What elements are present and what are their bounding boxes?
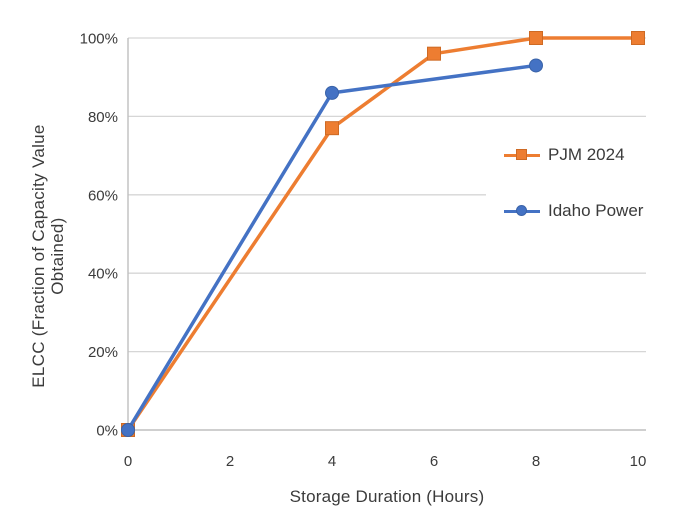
- y-tick-label-20%: 20%: [88, 344, 118, 361]
- data-point-pjm-2024-10h: [631, 31, 645, 45]
- data-point-idaho-power-4h: [325, 85, 339, 100]
- legend-item-pjm-2024: PJM 2024: [504, 145, 625, 165]
- x-tick-label-2: 2: [226, 453, 234, 470]
- data-point-pjm-2024-4h: [325, 121, 339, 136]
- series-line-pjm-2024: [126, 36, 640, 432]
- legend: PJM 2024 Idaho Power: [486, 140, 648, 228]
- x-tick-label-10: 10: [630, 453, 647, 470]
- x-axis-title: Storage Duration (Hours): [289, 487, 485, 506]
- legend-label: Idaho Power: [548, 201, 644, 220]
- y-axis-title-line1: ELCC (Fraction of Capacity Value: [28, 124, 48, 388]
- series-line-idaho-power: [126, 63, 538, 432]
- y-tick-label-0%: 0%: [96, 423, 118, 440]
- y-tick-label-100%: 100%: [80, 31, 118, 48]
- x-tick-label-0: 0: [124, 453, 132, 470]
- x-tick-label-8: 8: [532, 453, 540, 470]
- square-marker-icon: [516, 149, 527, 160]
- y-axis-title: ELCC (Fraction of Capacity Value Obtaine…: [29, 56, 67, 456]
- x-tick-label-6: 6: [430, 453, 438, 470]
- data-point-idaho-power-8h: [529, 58, 543, 73]
- legend-swatch: [504, 204, 540, 218]
- legend-item-idaho-power: Idaho Power: [504, 201, 643, 221]
- legend-swatch: [504, 148, 540, 162]
- y-tick-label-80%: 80%: [88, 109, 118, 126]
- y-tick-label-60%: 60%: [88, 187, 118, 204]
- data-point-idaho-power-0h: [121, 423, 135, 437]
- x-tick-label-4: 4: [328, 453, 336, 470]
- data-point-pjm-2024-8h: [529, 31, 543, 45]
- legend-label: PJM 2024: [548, 145, 625, 164]
- circle-marker-icon: [516, 205, 527, 216]
- y-tick-label-40%: 40%: [88, 266, 118, 283]
- y-axis-title-line2: Obtained): [48, 217, 67, 295]
- data-point-pjm-2024-6h: [427, 46, 441, 61]
